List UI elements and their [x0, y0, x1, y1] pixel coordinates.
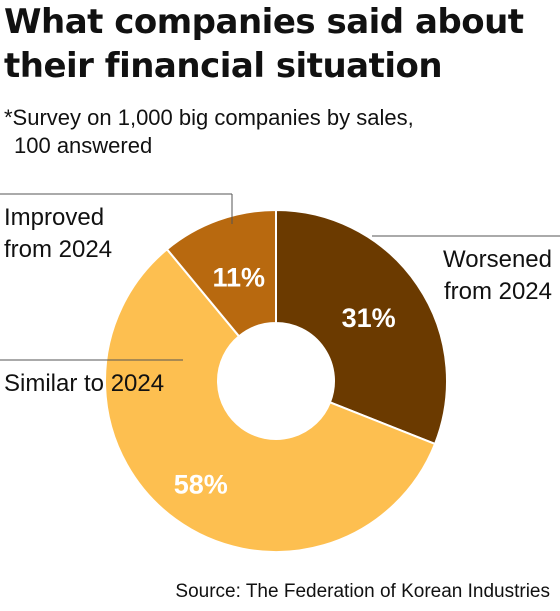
percent-label-similar: 58%: [174, 470, 228, 500]
label-worsened-line-1: Worsened: [443, 246, 552, 273]
source-note: Source: The Federation of Korean Industr…: [175, 581, 550, 602]
slice-improved: [165, 208, 277, 338]
slice-worsened: [275, 208, 448, 446]
label-similar-line-1: Similar to 2024: [4, 370, 165, 397]
percent-labels: 31% 58% 11%: [174, 263, 396, 500]
donut-slices: [104, 208, 448, 553]
leader-lines: [0, 193, 560, 361]
subtitle-line-1: *Survey on 1,000 big companies by sales,: [4, 105, 414, 130]
label-worsened-line-2: from 2024: [443, 278, 552, 305]
label-improved-line-2: from 2024: [4, 236, 113, 263]
label-similar: Similar to 2024: [4, 368, 164, 400]
chart-subtitle: *Survey on 1,000 big companies by sales,…: [4, 104, 524, 160]
title-line-1: What companies said about: [4, 2, 524, 42]
subtitle-line-2: 100 answered: [14, 133, 153, 158]
percent-label-worsened: 31%: [342, 303, 396, 333]
percent-label-improved: 11%: [212, 263, 265, 293]
label-improved-line-1: Improved: [4, 204, 105, 231]
label-improved: Improved from 2024: [4, 202, 112, 266]
slice-similar: [104, 247, 437, 553]
chart-title: What companies said about their financia…: [4, 0, 554, 88]
title-line-2: their financial situation: [4, 46, 443, 86]
label-worsened: Worsened from 2024: [443, 244, 552, 308]
